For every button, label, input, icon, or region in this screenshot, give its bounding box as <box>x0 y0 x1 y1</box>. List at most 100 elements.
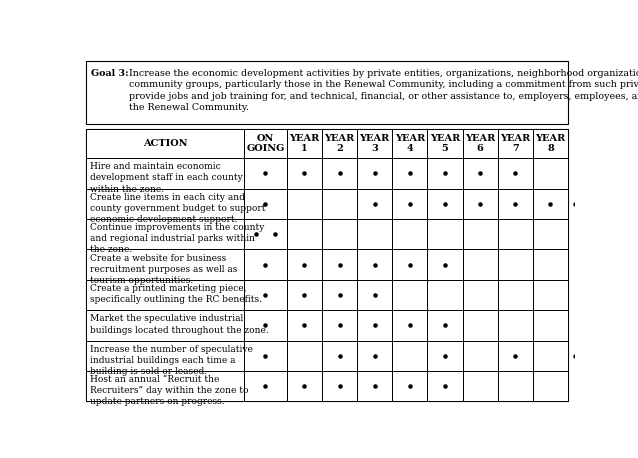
Bar <box>427 250 463 280</box>
Bar <box>498 129 533 158</box>
Bar <box>533 371 568 402</box>
Bar <box>392 219 427 250</box>
Bar <box>427 158 463 189</box>
Text: Increase the number of speculative
industrial buildings each time a
building is : Increase the number of speculative indus… <box>90 345 253 376</box>
Bar <box>86 189 244 219</box>
Bar <box>498 158 533 189</box>
Bar <box>357 250 392 280</box>
Text: Goal 3:: Goal 3: <box>91 69 128 78</box>
Bar <box>244 310 287 341</box>
Bar <box>357 310 392 341</box>
Bar <box>287 280 322 310</box>
Bar <box>392 250 427 280</box>
Bar <box>498 341 533 371</box>
Bar <box>86 129 244 158</box>
Bar <box>322 310 357 341</box>
Text: YEAR
1: YEAR 1 <box>289 134 320 153</box>
Bar <box>322 158 357 189</box>
Bar <box>533 189 568 219</box>
Bar <box>244 189 287 219</box>
Bar <box>427 341 463 371</box>
Bar <box>86 129 568 402</box>
Bar <box>287 250 322 280</box>
Text: YEAR
4: YEAR 4 <box>395 134 425 153</box>
Bar <box>86 310 244 341</box>
Bar <box>322 189 357 219</box>
Text: Hire and maintain economic
development staff in each county
within the zone.: Hire and maintain economic development s… <box>90 163 242 194</box>
Bar <box>287 189 322 219</box>
Bar <box>322 341 357 371</box>
Bar <box>357 341 392 371</box>
Text: YEAR
7: YEAR 7 <box>500 134 530 153</box>
Bar <box>322 371 357 402</box>
Bar <box>427 219 463 250</box>
Bar <box>86 158 244 189</box>
Bar <box>357 371 392 402</box>
Bar <box>533 129 568 158</box>
Bar <box>357 280 392 310</box>
Text: Create a printed marketing piece,
specifically outlining the RC benefits.: Create a printed marketing piece, specif… <box>90 284 262 304</box>
Bar <box>357 189 392 219</box>
Bar <box>244 158 287 189</box>
Bar <box>427 129 463 158</box>
Bar <box>287 219 322 250</box>
Bar <box>287 341 322 371</box>
Text: Market the speculative industrial
buildings located throughout the zone.: Market the speculative industrial buildi… <box>90 315 269 334</box>
Text: Create a website for business
recruitment purposes as well as
tourism opportunit: Create a website for business recruitmen… <box>90 254 237 285</box>
Text: ON
GOING: ON GOING <box>246 134 285 153</box>
Bar <box>498 250 533 280</box>
Bar <box>463 129 498 158</box>
Bar <box>244 371 287 402</box>
Bar <box>427 310 463 341</box>
Bar <box>287 129 322 158</box>
Bar <box>392 371 427 402</box>
Bar <box>357 158 392 189</box>
Text: Continue improvements in the county
and regional industrial parks within
the zon: Continue improvements in the county and … <box>90 223 264 254</box>
Bar <box>498 280 533 310</box>
Bar <box>86 61 568 124</box>
Bar <box>498 371 533 402</box>
Text: Create line items in each city and
county government budget to support
economic : Create line items in each city and count… <box>90 193 265 224</box>
Bar <box>498 219 533 250</box>
Bar <box>392 189 427 219</box>
Text: YEAR
5: YEAR 5 <box>430 134 460 153</box>
Bar <box>86 371 244 402</box>
Bar <box>244 341 287 371</box>
Bar <box>392 129 427 158</box>
Bar <box>287 310 322 341</box>
Text: ACTION: ACTION <box>143 139 188 148</box>
Bar <box>533 250 568 280</box>
Bar <box>498 310 533 341</box>
Bar <box>498 189 533 219</box>
Bar <box>244 280 287 310</box>
Bar <box>463 189 498 219</box>
Bar <box>533 341 568 371</box>
Text: YEAR
6: YEAR 6 <box>465 134 495 153</box>
Bar <box>533 158 568 189</box>
Bar <box>463 371 498 402</box>
Bar <box>533 219 568 250</box>
Bar <box>392 341 427 371</box>
Bar <box>392 280 427 310</box>
Bar <box>463 158 498 189</box>
Bar <box>357 129 392 158</box>
Bar <box>322 219 357 250</box>
Bar <box>427 280 463 310</box>
Bar <box>427 371 463 402</box>
Bar <box>463 250 498 280</box>
Text: Increase the economic development activities by private entities, organizations,: Increase the economic development activi… <box>129 69 638 112</box>
Bar <box>463 280 498 310</box>
Bar <box>287 371 322 402</box>
Bar <box>392 158 427 189</box>
Bar <box>322 250 357 280</box>
Bar <box>86 280 244 310</box>
Bar <box>533 280 568 310</box>
Bar <box>463 310 498 341</box>
Bar <box>392 310 427 341</box>
Bar <box>244 129 287 158</box>
Bar <box>463 219 498 250</box>
Bar <box>244 219 287 250</box>
Bar <box>322 129 357 158</box>
Text: YEAR
2: YEAR 2 <box>324 134 355 153</box>
Bar <box>86 250 244 280</box>
